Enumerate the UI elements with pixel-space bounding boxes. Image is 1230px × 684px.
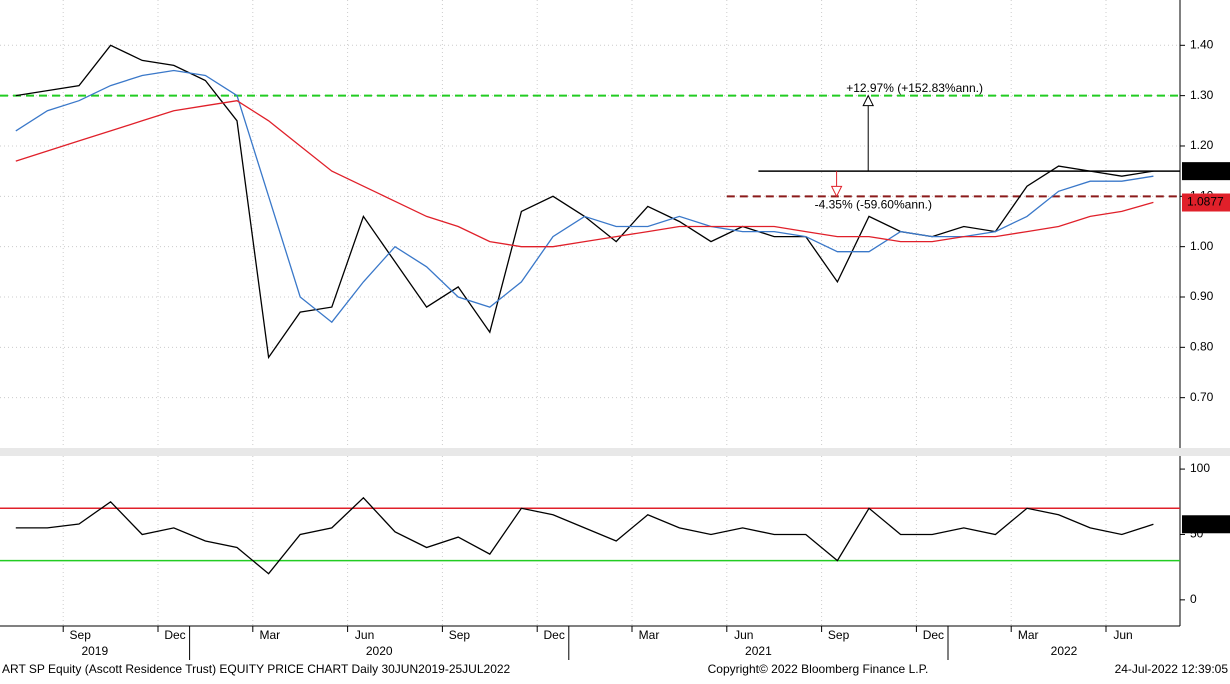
x-tick-label: Mar <box>1018 628 1039 642</box>
year-label: 2019 <box>81 644 108 658</box>
x-tick-label: Sep <box>449 628 471 642</box>
x-tick-label: Dec <box>923 628 944 642</box>
year-label: 2021 <box>745 644 772 658</box>
price-tag <box>1182 515 1230 534</box>
year-label: 2022 <box>1051 644 1078 658</box>
x-tick-label: Mar <box>259 628 280 642</box>
y-tick-label: 0.80 <box>1190 339 1214 353</box>
y-tick-label: 0 <box>1190 592 1197 606</box>
series-line <box>15 496 1154 575</box>
footer-left: ART SP Equity (Ascott Residence Trust) E… <box>2 662 511 676</box>
annotation-text: +12.97% (+152.83%ann.) <box>846 81 983 95</box>
x-tick-label: Sep <box>828 628 850 642</box>
annotation-text: -4.35% (-59.60%ann.) <box>815 197 932 211</box>
price-tag-label: 1.0877 <box>1187 195 1224 209</box>
price-tag-label: 1.15 <box>1187 163 1211 177</box>
footer-right: 24-Jul-2022 12:39:05 <box>1115 662 1229 676</box>
price-tag <box>1182 162 1230 181</box>
y-tick-label: 0.90 <box>1190 289 1214 303</box>
y-tick-label: 1.00 <box>1190 239 1214 253</box>
x-tick-label: Sep <box>70 628 92 642</box>
x-tick-label: Mar <box>639 628 660 642</box>
x-tick-label: Dec <box>544 628 565 642</box>
x-tick-label: Jun <box>734 628 753 642</box>
price-tag-label: 57.797 <box>1187 516 1224 530</box>
x-tick-label: Jun <box>1113 628 1132 642</box>
year-label: 2020 <box>366 644 393 658</box>
x-tick-label: Dec <box>164 628 185 642</box>
series-line <box>15 100 1154 248</box>
panel-divider <box>0 448 1230 456</box>
price-tag <box>1182 193 1230 212</box>
y-tick-label: 100 <box>1190 461 1210 475</box>
footer-center: Copyright© 2022 Bloomberg Finance L.P. <box>708 662 929 676</box>
arrow-head <box>862 94 875 107</box>
y-tick-label: 1.20 <box>1190 138 1214 152</box>
x-tick-label: Jun <box>355 628 374 642</box>
arrow-head <box>830 185 843 198</box>
y-tick-label: 0.70 <box>1190 390 1214 404</box>
y-tick-label: 1.40 <box>1190 37 1214 51</box>
y-tick-label: 1.30 <box>1190 88 1214 102</box>
